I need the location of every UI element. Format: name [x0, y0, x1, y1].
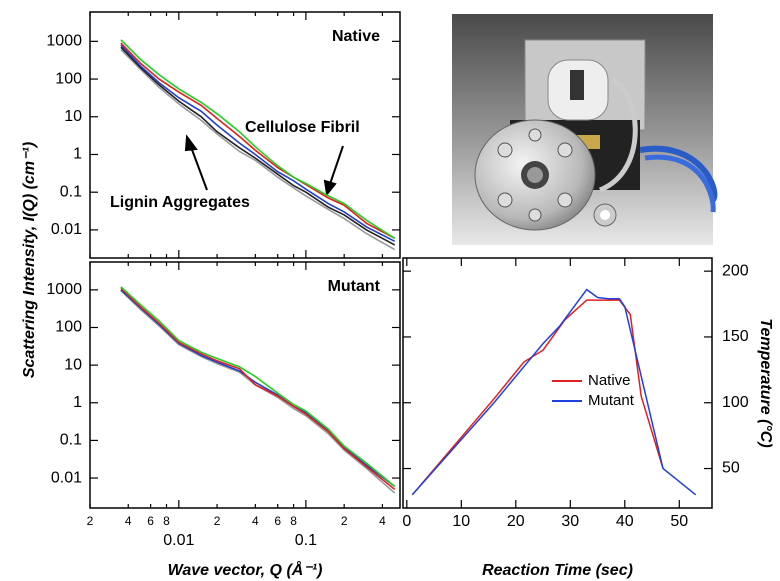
series-line — [120, 290, 396, 494]
series-line — [120, 286, 396, 488]
series-line — [120, 42, 396, 240]
x-tick-label: 40 — [616, 513, 634, 530]
x-tick-label: 4 — [379, 514, 386, 528]
series-group — [120, 286, 396, 494]
y-tick-label: 100 — [55, 319, 82, 336]
series-line — [120, 287, 396, 491]
x-axis-label: Wave vector, Q (Å⁻¹) — [168, 560, 323, 579]
y-tick-label: 10 — [64, 356, 82, 373]
x-tick-label: 2 — [87, 514, 94, 528]
x-tick-label: 0.01 — [163, 532, 194, 549]
annotation: Lignin Aggregates — [110, 194, 250, 211]
y2-tick-label: 150 — [722, 328, 749, 345]
y-tick-label: 1000 — [46, 33, 82, 50]
series-line — [411, 288, 697, 496]
annotation: Native — [332, 28, 380, 45]
y2-tick-label: 100 — [722, 394, 749, 411]
x-tick-label: 4 — [252, 514, 259, 528]
series-group — [411, 288, 697, 496]
x-tick-label: 6 — [147, 514, 154, 528]
x-tick-label: 50 — [670, 513, 688, 530]
x-tick-label: 8 — [163, 514, 170, 528]
x-tick-label: 30 — [561, 513, 579, 530]
y2-axis-label: Temperature (°C) — [757, 318, 774, 447]
y-tick-label: 1 — [73, 394, 82, 411]
legend-label: Native — [588, 372, 631, 389]
plot-frame — [89, 261, 401, 509]
x-tick-label: 0.1 — [295, 532, 317, 549]
y-tick-label: 10 — [64, 108, 82, 125]
plot-frame — [402, 257, 713, 509]
y-tick-label: 1000 — [46, 281, 82, 298]
series-line — [411, 299, 664, 496]
annotation: Cellulose Fibril — [245, 119, 360, 136]
annotation-arrows — [184, 134, 344, 197]
y-tick-label: 0.01 — [51, 221, 82, 238]
series-line — [120, 49, 396, 251]
x-tick-label: 2 — [214, 514, 221, 528]
y-tick-label: 1 — [73, 146, 82, 163]
plot-frame — [89, 11, 401, 259]
x-tick-label: 10 — [452, 513, 470, 530]
y-tick-label: 0.01 — [51, 469, 82, 486]
series-line — [120, 39, 396, 239]
y-tick-label: 0.1 — [60, 432, 82, 449]
y2-tick-label: 200 — [722, 262, 749, 279]
photo — [452, 14, 718, 245]
series-line — [120, 46, 396, 246]
y-tick-label: 100 — [55, 70, 82, 87]
x-tick-label: 2 — [341, 514, 348, 528]
series-line — [120, 44, 396, 243]
x-tick-label: 20 — [507, 513, 525, 530]
x-tick-label: 0 — [402, 513, 411, 530]
x-tick-label: 6 — [274, 514, 281, 528]
annotation: Mutant — [328, 278, 381, 295]
legend-label: Mutant — [588, 392, 635, 409]
series-group — [120, 39, 396, 251]
y-axis-label: Scattering Intensity, I(Q) (cm⁻¹) — [21, 142, 38, 378]
x-tick-label: 8 — [290, 514, 297, 528]
x-axis-label: Reaction Time (sec) — [482, 562, 633, 579]
y-tick-label: 0.1 — [60, 183, 82, 200]
y2-tick-label: 50 — [722, 460, 740, 477]
x-tick-label: 4 — [125, 514, 132, 528]
